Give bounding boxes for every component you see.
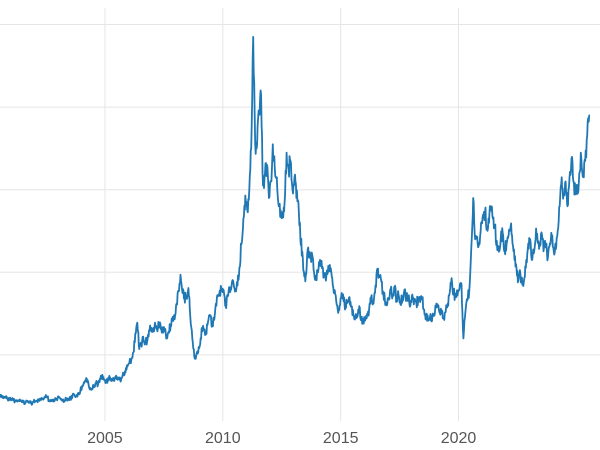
x-axis-tick-label: 2015: [323, 430, 359, 447]
gridlines: [0, 8, 600, 421]
x-axis-tick-label: 2010: [205, 430, 241, 447]
x-axis-tick-labels: 2005 2010 2015 2020: [87, 430, 476, 447]
x-axis-tick-label: 2005: [87, 430, 123, 447]
price-line: [0, 36, 591, 406]
price-series-path: [0, 36, 591, 406]
x-axis-tick-label: 2020: [441, 430, 477, 447]
